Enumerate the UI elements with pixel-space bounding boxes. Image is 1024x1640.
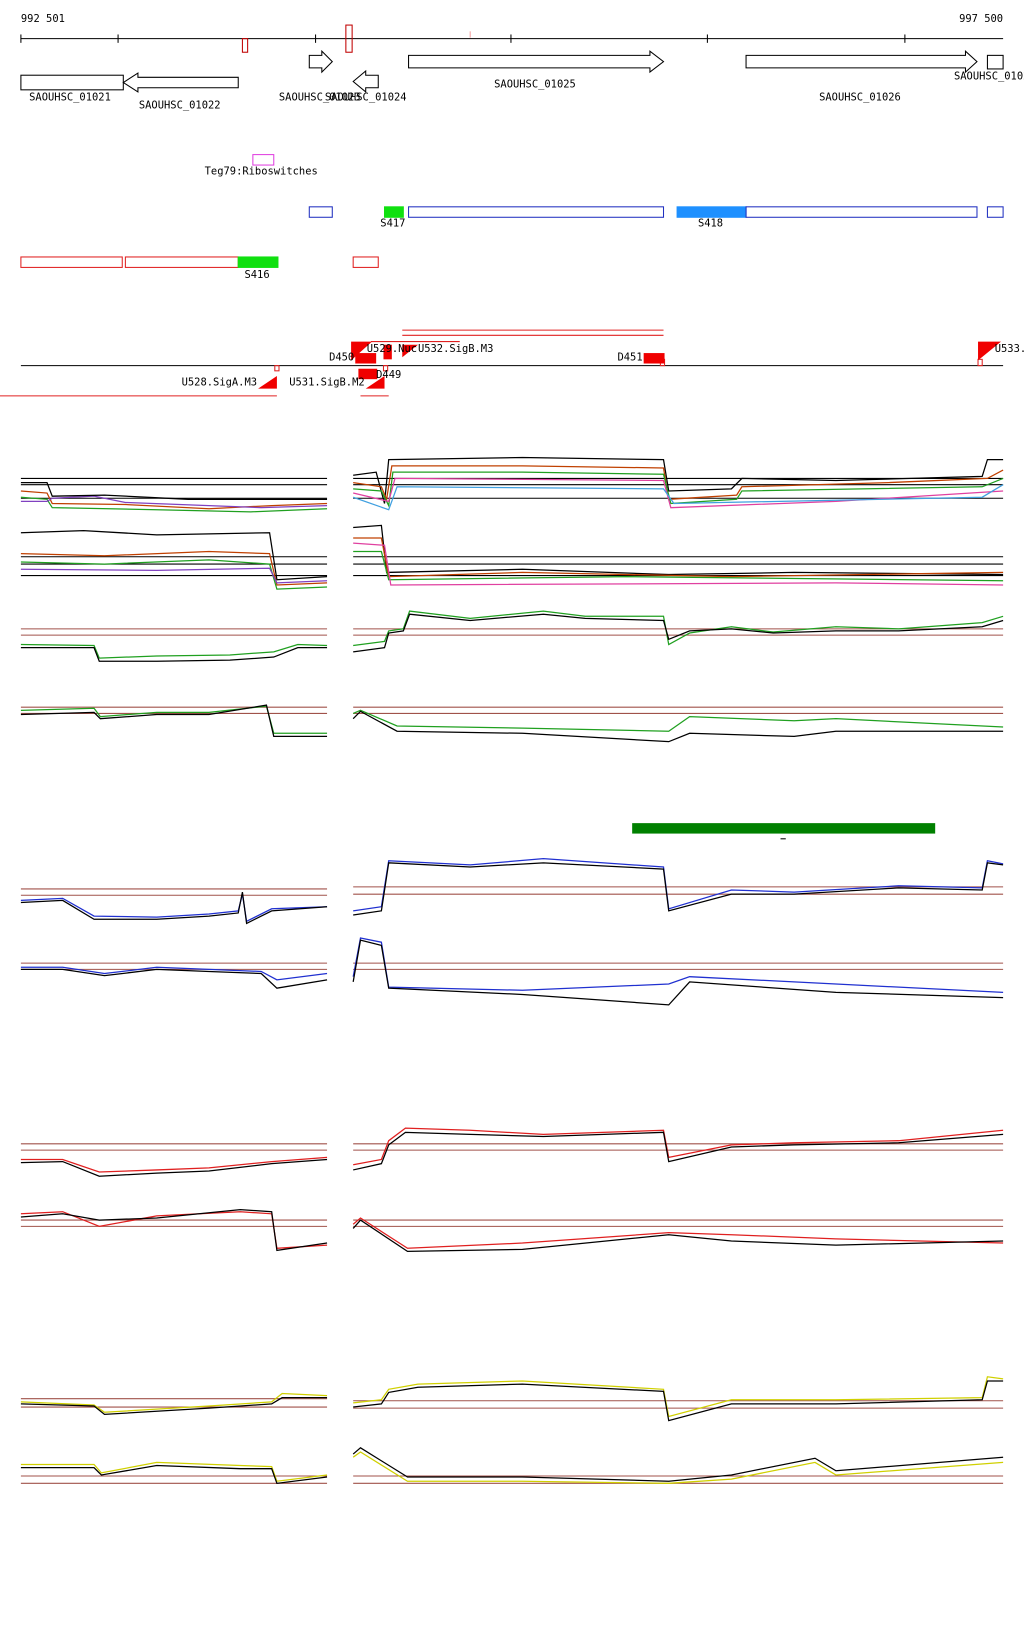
yellow-panels bbox=[20, 1376, 1004, 1484]
gene-label: SAOUHSC_01021 bbox=[29, 91, 111, 103]
markers bbox=[241, 24, 471, 53]
segments-minus bbox=[20, 256, 379, 268]
gene-label: SAOUHSC_01023 bbox=[279, 91, 361, 103]
gene-label: SAOUHSC_01022 bbox=[139, 100, 221, 112]
multi-panel-2 bbox=[20, 524, 1004, 590]
tss-label: U529.Nuc bbox=[367, 343, 417, 355]
coord-start: 992 501 bbox=[21, 13, 65, 25]
riboswitch-label: Teg79:Riboswitches bbox=[205, 165, 318, 177]
red-panels bbox=[20, 1127, 1004, 1253]
green-panels bbox=[20, 610, 1004, 743]
ruler bbox=[20, 34, 1004, 43]
gene-label: SAOUHSC_01025 bbox=[494, 79, 576, 91]
multi-panel-1 bbox=[20, 456, 1004, 513]
gene-label: SAOUHSC_01024 bbox=[325, 91, 407, 103]
tss-label: D451 bbox=[617, 351, 642, 363]
tss-track bbox=[0, 329, 1004, 397]
coord-end: 997 500 bbox=[959, 13, 1003, 25]
tss-label: U531.SigB.M2 bbox=[289, 376, 364, 388]
tss-label: U528.SigA.M3 bbox=[182, 376, 257, 388]
tss-label: D450 bbox=[329, 351, 354, 363]
blue-panels bbox=[20, 858, 1004, 1006]
highlight-bar bbox=[632, 823, 936, 834]
genes bbox=[20, 49, 1004, 94]
tss-label: U532.SigB.M3 bbox=[418, 343, 493, 355]
segment-label: S418 bbox=[698, 218, 723, 230]
gene-label: SAOUHSC_0102 bbox=[954, 70, 1024, 82]
segment-label: S416 bbox=[244, 269, 269, 281]
gene-label: SAOUHSC_01026 bbox=[819, 91, 901, 103]
segment-label: S417 bbox=[380, 218, 405, 230]
segments-plus bbox=[308, 206, 1004, 218]
tss-label: U533. bbox=[995, 343, 1024, 355]
tss-label: D449 bbox=[376, 369, 401, 381]
riboswitch bbox=[252, 154, 275, 166]
